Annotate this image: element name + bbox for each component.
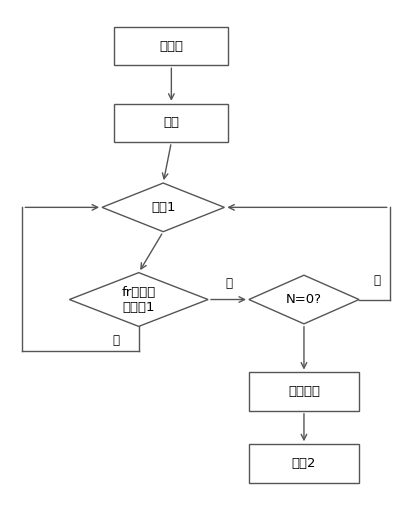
Text: 相位补偿: 相位补偿 <box>288 385 320 398</box>
Text: 是: 是 <box>113 334 120 347</box>
Text: 频段2: 频段2 <box>292 457 316 470</box>
Text: 调速: 调速 <box>163 116 180 130</box>
Polygon shape <box>249 275 359 324</box>
Text: 否: 否 <box>374 274 381 287</box>
FancyBboxPatch shape <box>114 103 228 142</box>
Polygon shape <box>69 272 208 327</box>
FancyBboxPatch shape <box>249 373 359 411</box>
Text: 频段1: 频段1 <box>151 201 175 214</box>
Text: N=0?: N=0? <box>286 293 322 306</box>
Polygon shape <box>102 183 224 231</box>
FancyBboxPatch shape <box>249 444 359 482</box>
FancyBboxPatch shape <box>114 27 228 65</box>
Text: 初始化: 初始化 <box>160 39 183 53</box>
Text: 否: 否 <box>225 278 232 290</box>
Text: fr是否属
于频段1: fr是否属 于频段1 <box>122 286 156 313</box>
